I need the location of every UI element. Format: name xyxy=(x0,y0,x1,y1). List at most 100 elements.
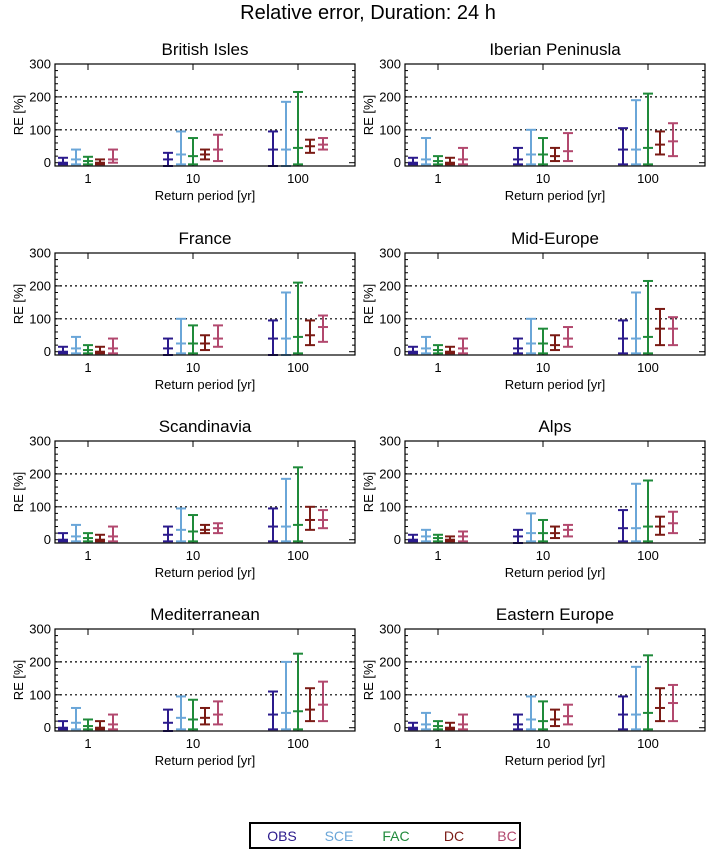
errorbar-s0-c0 xyxy=(408,533,418,543)
errorbar-s1-c1 xyxy=(176,130,186,166)
errorbar-s0-c2 xyxy=(618,127,628,166)
errorbar-s4-c1 xyxy=(213,700,223,726)
errorbar-s4-c1 xyxy=(213,324,223,348)
errorbar-s3-c2 xyxy=(305,138,315,154)
errorbar-s0-c1 xyxy=(163,151,173,167)
y-tick-label: 300 xyxy=(379,246,401,261)
errorbar-s4-c0 xyxy=(458,146,468,166)
errorbar-s0-c1 xyxy=(513,337,523,355)
x-tick-label: 10 xyxy=(186,736,200,751)
x-tick-label: 1 xyxy=(84,360,91,375)
errorbar-s3-c0 xyxy=(95,720,105,731)
errorbar-s1-c1 xyxy=(526,512,536,543)
y-tick-label: 300 xyxy=(29,434,51,449)
errorbar-s3-c2 xyxy=(305,319,315,347)
errorbar-s1-c0 xyxy=(421,335,431,355)
y-tick-label: 0 xyxy=(44,532,51,547)
x-tick-label: 10 xyxy=(186,171,200,186)
plot-frame xyxy=(404,440,706,544)
errorbar-s1-c2 xyxy=(631,665,641,731)
errorbar-s2-c2 xyxy=(643,479,653,543)
plot-frame xyxy=(404,628,706,732)
panel-title: British Isles xyxy=(162,40,249,59)
errorbar-s0-c0 xyxy=(58,720,68,731)
y-tick-label: 200 xyxy=(29,654,51,669)
errorbar-s2-c1 xyxy=(188,324,198,355)
errorbar-s3-c0 xyxy=(95,345,105,355)
errorbar-s1-c0 xyxy=(421,711,431,731)
errorbar-s2-c0 xyxy=(83,155,93,166)
errorbar-s2-c0 xyxy=(433,533,443,543)
errorbar-s3-c2 xyxy=(655,307,665,347)
legend-item-bc: BC xyxy=(497,828,516,844)
errorbar-s3-c1 xyxy=(550,146,560,163)
y-tick-label: 100 xyxy=(379,311,401,326)
y-tick-label: 200 xyxy=(29,89,51,104)
x-axis-label: Return period [yr] xyxy=(505,188,605,203)
errorbar-s2-c1 xyxy=(188,137,198,166)
errorbar-s2-c1 xyxy=(538,137,548,166)
errorbar-s2-c1 xyxy=(538,518,548,543)
errorbar-s0-c0 xyxy=(408,156,418,166)
x-axis-label: Return period [yr] xyxy=(155,753,255,768)
y-axis-label: RE [%] xyxy=(361,660,376,700)
errorbar-s4-c2 xyxy=(668,316,678,347)
errorbar-s3-c2 xyxy=(305,687,315,723)
chart-panel-4: Scandinavia 0 100 200 300 1 10 100 Return period… xyxy=(11,417,356,580)
x-tick-label: 1 xyxy=(434,548,441,563)
panel-title: Mid-Europe xyxy=(511,229,599,248)
errorbar-s4-c0 xyxy=(108,337,118,355)
errorbar-s0-c1 xyxy=(513,146,523,166)
errorbar-s4-c1 xyxy=(563,523,573,538)
chart-panel-3: Mid-Europe 0 100 200 300 1 10 100 Return period … xyxy=(361,229,706,392)
errorbar-s3-c0 xyxy=(445,535,455,543)
errorbar-s1-c0 xyxy=(71,335,81,355)
errorbar-s4-c0 xyxy=(458,530,468,543)
errorbar-s2-c2 xyxy=(643,654,653,731)
errorbar-s0-c0 xyxy=(408,721,418,731)
x-tick-label: 100 xyxy=(287,171,309,186)
y-tick-label: 0 xyxy=(394,155,401,170)
errorbar-s2-c2 xyxy=(293,281,303,355)
y-tick-label: 0 xyxy=(394,720,401,735)
errorbar-s0-c2 xyxy=(268,319,278,356)
errorbar-s1-c2 xyxy=(631,99,641,166)
errorbar-s4-c1 xyxy=(563,326,573,348)
y-axis-label: RE [%] xyxy=(11,472,26,512)
y-tick-label: 200 xyxy=(379,466,401,481)
errorbar-s4-c1 xyxy=(563,132,573,163)
x-tick-label: 100 xyxy=(287,548,309,563)
errorbar-s4-c0 xyxy=(108,525,118,543)
errorbar-s1-c2 xyxy=(281,100,291,167)
chart-panel-5: Alps 0 100 200 300 1 10 100 Return period [yr] RE… xyxy=(361,417,706,580)
x-axis-label: Return period [yr] xyxy=(155,188,255,203)
figure-title: Relative error, Duration: 24 h xyxy=(240,2,496,24)
errorbar-s4-c0 xyxy=(458,337,468,355)
errorbar-s2-c2 xyxy=(643,279,653,355)
x-tick-label: 100 xyxy=(637,171,659,186)
errorbar-s3-c0 xyxy=(445,721,455,731)
chart-panel-1: Iberian Peninusla 0 100 200 300 1 10 100 Return … xyxy=(361,40,706,203)
y-tick-label: 200 xyxy=(379,89,401,104)
x-tick-label: 100 xyxy=(637,360,659,375)
y-tick-label: 100 xyxy=(29,311,51,326)
x-tick-label: 100 xyxy=(637,548,659,563)
panel-title: Alps xyxy=(538,417,571,436)
x-tick-label: 1 xyxy=(84,736,91,751)
errorbar-s3-c2 xyxy=(655,130,665,156)
legend-item-dc: DC xyxy=(444,828,464,844)
y-axis-label: RE [%] xyxy=(11,284,26,324)
errorbar-s0-c2 xyxy=(268,130,278,167)
x-axis-label: Return period [yr] xyxy=(505,377,605,392)
chart-panel-2: France 0 100 200 300 1 10 100 Return period [yr]… xyxy=(11,229,356,392)
x-tick-label: 10 xyxy=(536,171,550,186)
errorbar-s1-c1 xyxy=(526,317,536,355)
errorbar-s4-c2 xyxy=(318,509,328,530)
x-tick-label: 100 xyxy=(287,736,309,751)
panel-title: Eastern Europe xyxy=(496,605,614,624)
y-axis-label: RE [%] xyxy=(11,95,26,135)
y-tick-label: 300 xyxy=(379,622,401,637)
legend-item-obs: OBS xyxy=(267,828,297,844)
x-axis-label: Return period [yr] xyxy=(505,753,605,768)
errorbar-s1-c0 xyxy=(71,523,81,543)
